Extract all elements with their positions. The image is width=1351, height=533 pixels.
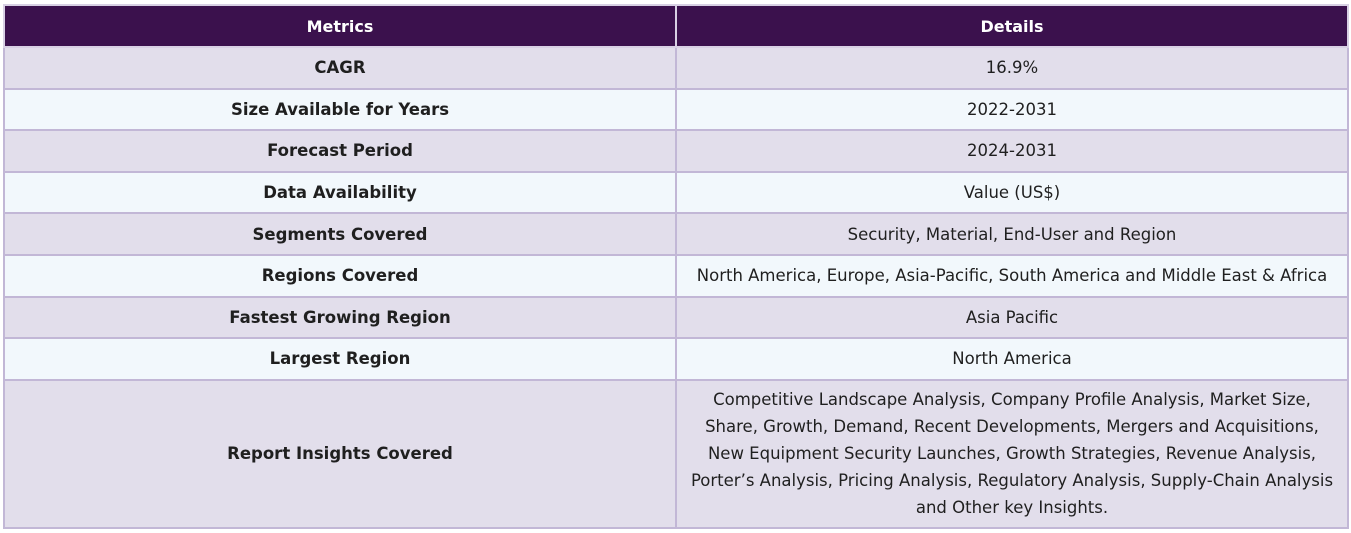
- metric-cell: Report Insights Covered: [3, 378, 677, 529]
- table-row: Largest Region North America: [3, 337, 1349, 381]
- detail-cell: Value (US$): [675, 170, 1349, 215]
- metric-cell: Fastest Growing Region: [3, 295, 677, 340]
- metric-cell: Regions Covered: [3, 253, 677, 298]
- table-row: Data Availability Value (US$): [3, 170, 1349, 215]
- table-row: CAGR 16.9%: [3, 46, 1349, 90]
- header-details: Details: [675, 4, 1349, 48]
- header-metrics: Metrics: [3, 4, 677, 48]
- table-row: Regions Covered North America, Europe, A…: [3, 253, 1349, 298]
- metric-cell: Segments Covered: [3, 212, 677, 256]
- detail-cell: North America, Europe, Asia-Pacific, Sou…: [675, 253, 1349, 298]
- metric-cell: CAGR: [3, 46, 677, 90]
- detail-cell: 16.9%: [675, 46, 1349, 90]
- report-metrics-table-container: Metrics Details CAGR 16.9% Size Availabl…: [3, 4, 1349, 529]
- metric-cell: Size Available for Years: [3, 87, 677, 132]
- report-metrics-table: Metrics Details CAGR 16.9% Size Availabl…: [3, 4, 1349, 529]
- table-row: Segments Covered Security, Material, End…: [3, 212, 1349, 256]
- table-header-row: Metrics Details: [3, 4, 1349, 48]
- detail-cell: Asia Pacific: [675, 295, 1349, 340]
- table-row: Forecast Period 2024-2031: [3, 129, 1349, 173]
- detail-cell: North America: [675, 337, 1349, 381]
- metric-cell: Forecast Period: [3, 129, 677, 173]
- detail-cell: Security, Material, End-User and Region: [675, 212, 1349, 256]
- table-row: Size Available for Years 2022-2031: [3, 87, 1349, 132]
- metric-cell: Largest Region: [3, 337, 677, 381]
- detail-cell: 2024-2031: [675, 129, 1349, 173]
- table-row: Fastest Growing Region Asia Pacific: [3, 295, 1349, 340]
- detail-cell: Competitive Landscape Analysis, Company …: [675, 378, 1349, 529]
- detail-cell: 2022-2031: [675, 87, 1349, 132]
- metric-cell: Data Availability: [3, 170, 677, 215]
- table-row: Report Insights Covered Competitive Land…: [3, 378, 1349, 529]
